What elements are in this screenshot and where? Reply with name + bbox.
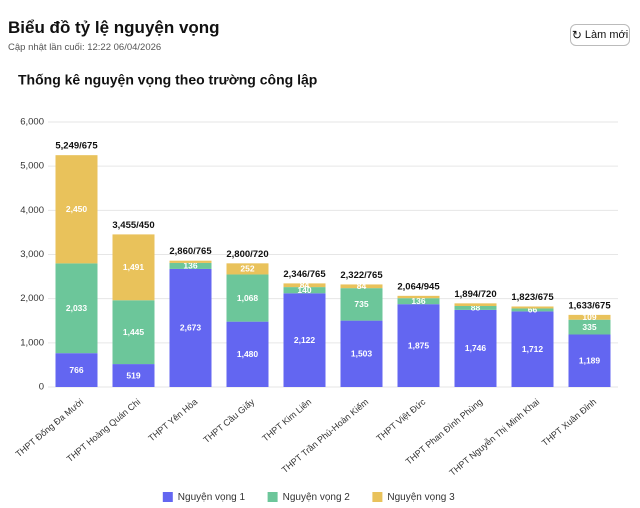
data-label: 252 bbox=[240, 264, 254, 274]
legend-label: Nguyện vọng 2 bbox=[283, 492, 351, 503]
data-label: 1,491 bbox=[123, 262, 145, 272]
data-label: 1,503 bbox=[351, 349, 373, 359]
legend-swatch bbox=[267, 492, 278, 502]
bar-segment bbox=[112, 300, 155, 365]
bar-segment bbox=[511, 311, 554, 387]
refresh-button[interactable]: ↻ Làm mới bbox=[570, 24, 630, 46]
data-label: 519 bbox=[126, 370, 140, 380]
y-tick-label: 2,000 bbox=[20, 293, 44, 304]
bar-segment bbox=[454, 309, 497, 387]
bar-segment bbox=[340, 320, 383, 387]
bar-segment bbox=[511, 308, 554, 312]
data-label: 2,673 bbox=[180, 323, 202, 333]
data-label: 1,480 bbox=[237, 349, 259, 359]
data-label: 2,450 bbox=[66, 204, 88, 214]
bar-segment bbox=[169, 260, 212, 263]
data-label: 1,068 bbox=[237, 293, 259, 303]
total-label: 2,064/945 bbox=[397, 281, 440, 292]
data-label: 109 bbox=[582, 312, 596, 322]
data-label: 1,875 bbox=[408, 340, 430, 350]
y-tick-label: 4,000 bbox=[20, 205, 44, 216]
x-tick-label: THPT Yên Hòa bbox=[146, 397, 199, 444]
data-label: 2,122 bbox=[294, 335, 316, 345]
bar-segment bbox=[340, 284, 383, 289]
y-tick-label: 0 bbox=[39, 382, 44, 393]
total-label: 1,823/675 bbox=[511, 292, 554, 303]
refresh-label: Làm mới bbox=[584, 29, 629, 41]
bar-segment bbox=[169, 262, 212, 269]
bar-segment bbox=[454, 303, 497, 306]
page-subtitle: Cập nhật lần cuối: 12:22 06/04/2026 bbox=[8, 42, 162, 53]
legend-label: Nguyện vọng 3 bbox=[387, 492, 455, 503]
total-label: 2,860/765 bbox=[169, 246, 212, 257]
bar-segment bbox=[397, 298, 440, 305]
bar-segment bbox=[283, 283, 326, 288]
page-title: Biểu đồ tỷ lệ nguyện vọng bbox=[8, 18, 220, 37]
data-label: 84 bbox=[357, 281, 367, 291]
bar-segment bbox=[283, 293, 326, 387]
bar-segment bbox=[226, 274, 269, 322]
total-label: 1,633/675 bbox=[568, 300, 611, 311]
total-label: 2,322/765 bbox=[340, 270, 383, 281]
bar-segment bbox=[55, 263, 98, 354]
bar-segment bbox=[454, 305, 497, 310]
x-tick-label: THPT Cầu Giấy bbox=[201, 396, 256, 445]
bar-segment bbox=[283, 287, 326, 294]
data-label: 1,712 bbox=[522, 344, 544, 354]
data-label: 140 bbox=[297, 285, 311, 295]
legend-swatch bbox=[162, 492, 173, 502]
y-tick-label: 1,000 bbox=[20, 337, 44, 348]
total-label: 2,800/720 bbox=[226, 249, 268, 260]
data-label: 335 bbox=[582, 322, 596, 332]
data-label: 766 bbox=[69, 365, 83, 375]
chart-title: Thống kê nguyện vọng theo trường công lậ… bbox=[18, 72, 317, 88]
total-label: 1,894/720 bbox=[454, 289, 496, 300]
data-label: 735 bbox=[354, 299, 368, 309]
data-label: 88 bbox=[471, 303, 481, 313]
data-label: 136 bbox=[411, 296, 425, 306]
legend-label: Nguyện vọng 1 bbox=[178, 492, 246, 503]
data-label: 84 bbox=[300, 280, 310, 290]
bar-segment bbox=[568, 314, 611, 320]
x-tick-label: THPT Kim Liên bbox=[260, 397, 313, 444]
bar-segment bbox=[397, 295, 440, 299]
data-label: 1,746 bbox=[465, 343, 487, 353]
x-tick-label: THPT Xuân Đỉnh bbox=[540, 397, 598, 448]
bar-segment bbox=[226, 321, 269, 387]
total-label: 5,249/675 bbox=[55, 141, 98, 152]
data-label: 1,189 bbox=[579, 355, 601, 365]
bar-segment bbox=[112, 234, 155, 301]
x-tick-label: THPT Việt Đức bbox=[374, 396, 427, 443]
y-tick-label: 3,000 bbox=[20, 249, 44, 260]
bar-segment bbox=[568, 319, 611, 335]
bar-segment bbox=[226, 263, 269, 275]
data-label: 1,445 bbox=[123, 327, 145, 337]
legend-swatch bbox=[372, 492, 383, 502]
total-label: 3,455/450 bbox=[112, 220, 154, 231]
data-label: 136 bbox=[183, 261, 197, 271]
bar-segment bbox=[169, 268, 212, 387]
bar-segment bbox=[340, 288, 383, 321]
bar-segment bbox=[568, 334, 611, 387]
bar-segment bbox=[55, 353, 98, 387]
bar-segment bbox=[511, 306, 554, 309]
x-tick-label: THPT Nguyễn Thị Minh Khai bbox=[447, 397, 541, 478]
data-label: 66 bbox=[528, 305, 538, 315]
data-label: 2,033 bbox=[66, 303, 88, 313]
bar-segment bbox=[55, 155, 98, 264]
bar-segment bbox=[397, 304, 440, 387]
bar-segment bbox=[112, 364, 155, 387]
total-label: 2,346/765 bbox=[283, 269, 326, 280]
y-tick-label: 6,000 bbox=[20, 117, 44, 128]
y-tick-label: 5,000 bbox=[20, 161, 44, 172]
